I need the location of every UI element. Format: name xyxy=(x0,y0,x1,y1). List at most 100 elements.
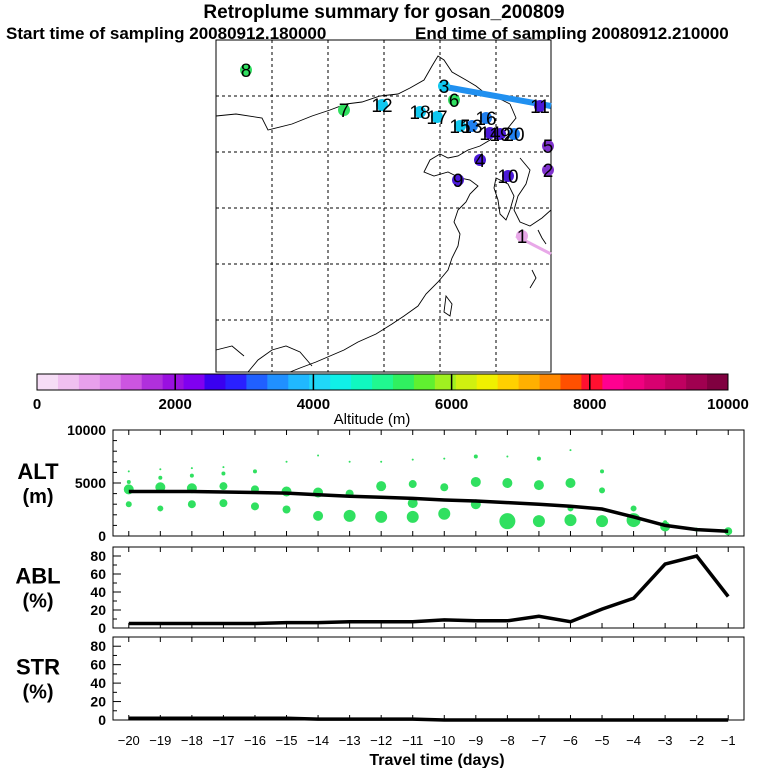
colorbar-cell xyxy=(413,374,436,390)
x-tick-label: −17 xyxy=(212,733,234,748)
y-tick-label: 40 xyxy=(90,675,106,691)
altitude-dot xyxy=(569,449,572,452)
y-tick-label: 20 xyxy=(90,694,106,710)
colorbar-cell xyxy=(623,374,645,390)
trajectory-marker xyxy=(508,128,520,140)
trajectory-label: 16 xyxy=(475,109,496,130)
altitude-dot xyxy=(219,482,228,491)
x-axis-label: Travel time (days) xyxy=(369,752,504,768)
panel-ylabel-units: (%) xyxy=(22,591,53,613)
altitude-dot xyxy=(313,510,324,521)
altitude-dot xyxy=(470,476,481,487)
end-time-label: End time of sampling 20080912.210000 xyxy=(415,24,729,43)
altitude-dot xyxy=(190,467,193,470)
colorbar-cell xyxy=(539,374,561,390)
altitude-dot xyxy=(564,514,577,527)
trajectory-marker xyxy=(454,120,466,132)
x-tick-label: −5 xyxy=(595,733,610,748)
altitude-dot xyxy=(596,515,609,528)
trajectory-marker xyxy=(484,127,496,139)
altitude-dot xyxy=(536,456,541,461)
altitude-dot xyxy=(506,455,509,458)
x-tick-label: −3 xyxy=(658,733,673,748)
colorbar-tick-label: 6000 xyxy=(435,396,468,413)
trajectory-main xyxy=(439,83,552,109)
altitude-dot xyxy=(157,505,164,512)
trajectory-label: 9 xyxy=(453,171,464,192)
panel-ylabel-units: (%) xyxy=(22,682,53,704)
trajectory-label: 7 xyxy=(339,101,350,122)
trajectory-label: 3 xyxy=(439,77,450,98)
x-tick-label: −10 xyxy=(433,733,455,748)
colorbar-cell xyxy=(78,374,101,390)
time-series-panels: 0500010000ALT(m)020406080ABL(%)020406080… xyxy=(15,422,745,768)
y-tick-label: 0 xyxy=(98,528,106,544)
altitude-dot xyxy=(219,499,228,508)
trajectory-label: 17 xyxy=(426,108,447,129)
trajectory-marker xyxy=(452,174,464,186)
altitude-dot xyxy=(663,520,668,525)
altitude-dot xyxy=(317,454,320,457)
altitude-dot xyxy=(599,487,606,494)
altitude-dot xyxy=(565,478,576,488)
altitude-dot xyxy=(440,483,449,492)
x-tick-label: −19 xyxy=(149,733,171,748)
colorbar-cell xyxy=(644,374,666,390)
altitude-dot xyxy=(348,460,351,463)
colorbar-cell xyxy=(707,374,729,390)
trajectory-marker xyxy=(414,106,426,118)
colorbar-cell xyxy=(246,374,268,390)
trajectory-label: 2 xyxy=(543,161,554,182)
trajectory-marker xyxy=(516,230,528,242)
trajectory-label: 4 xyxy=(475,151,486,172)
panel-ylabel: STR xyxy=(16,655,60,680)
trajectory-label: 11 xyxy=(530,97,550,118)
colorbar-cell xyxy=(225,374,247,390)
colorbar-cell xyxy=(455,374,478,390)
altitude-dot xyxy=(724,527,733,536)
altitude-dot xyxy=(285,460,288,463)
altitude-dot xyxy=(406,510,419,523)
colorbar-title: Altitude (m) xyxy=(334,411,411,428)
trajectory-label: 10 xyxy=(497,167,518,188)
x-tick-label: −13 xyxy=(339,733,361,748)
altitude-dot xyxy=(407,498,418,509)
altitude-dot xyxy=(250,502,259,511)
trajectory-marker xyxy=(431,111,443,123)
trajectory-marker xyxy=(376,99,388,111)
altitude-dot xyxy=(443,457,446,460)
panel-ylabel-units: (m) xyxy=(22,486,53,508)
altitude-dot xyxy=(411,458,414,461)
colorbar-cell xyxy=(204,374,226,390)
colorbar-cell xyxy=(183,374,206,390)
x-tick-label: −8 xyxy=(500,733,515,748)
x-tick-label: −12 xyxy=(370,733,392,748)
altitude-dot xyxy=(343,509,356,522)
altitude-dot xyxy=(630,505,637,512)
y-tick-label: 20 xyxy=(90,602,106,618)
coastlines xyxy=(215,55,552,373)
altitude-dot xyxy=(126,479,131,484)
x-tick-label: −7 xyxy=(532,733,547,748)
map-gridlines xyxy=(216,40,551,372)
trajectory-marker xyxy=(474,154,486,166)
trajectory-label: 13 xyxy=(461,117,482,138)
y-tick-label: 80 xyxy=(90,638,106,654)
trajectory-marker xyxy=(502,170,514,182)
y-tick-label: 0 xyxy=(98,620,106,636)
x-tick-label: −2 xyxy=(689,733,704,748)
trajectory-label: 18 xyxy=(409,103,430,124)
altitude-dot xyxy=(499,513,516,530)
altitude-dot xyxy=(127,470,130,473)
x-tick-label: −4 xyxy=(626,733,641,748)
altitude-dot xyxy=(189,473,194,478)
altitude-dot xyxy=(473,454,478,459)
y-tick-label: 80 xyxy=(90,548,106,564)
x-tick-label: −14 xyxy=(307,733,329,748)
altitude-dot xyxy=(221,471,226,476)
altitude-dot xyxy=(600,469,605,474)
colorbar-tick-label: 2000 xyxy=(159,396,192,413)
colorbar-cell xyxy=(330,374,352,390)
panel-alt: 0 5000 10000 ALT(m) xyxy=(17,422,745,544)
